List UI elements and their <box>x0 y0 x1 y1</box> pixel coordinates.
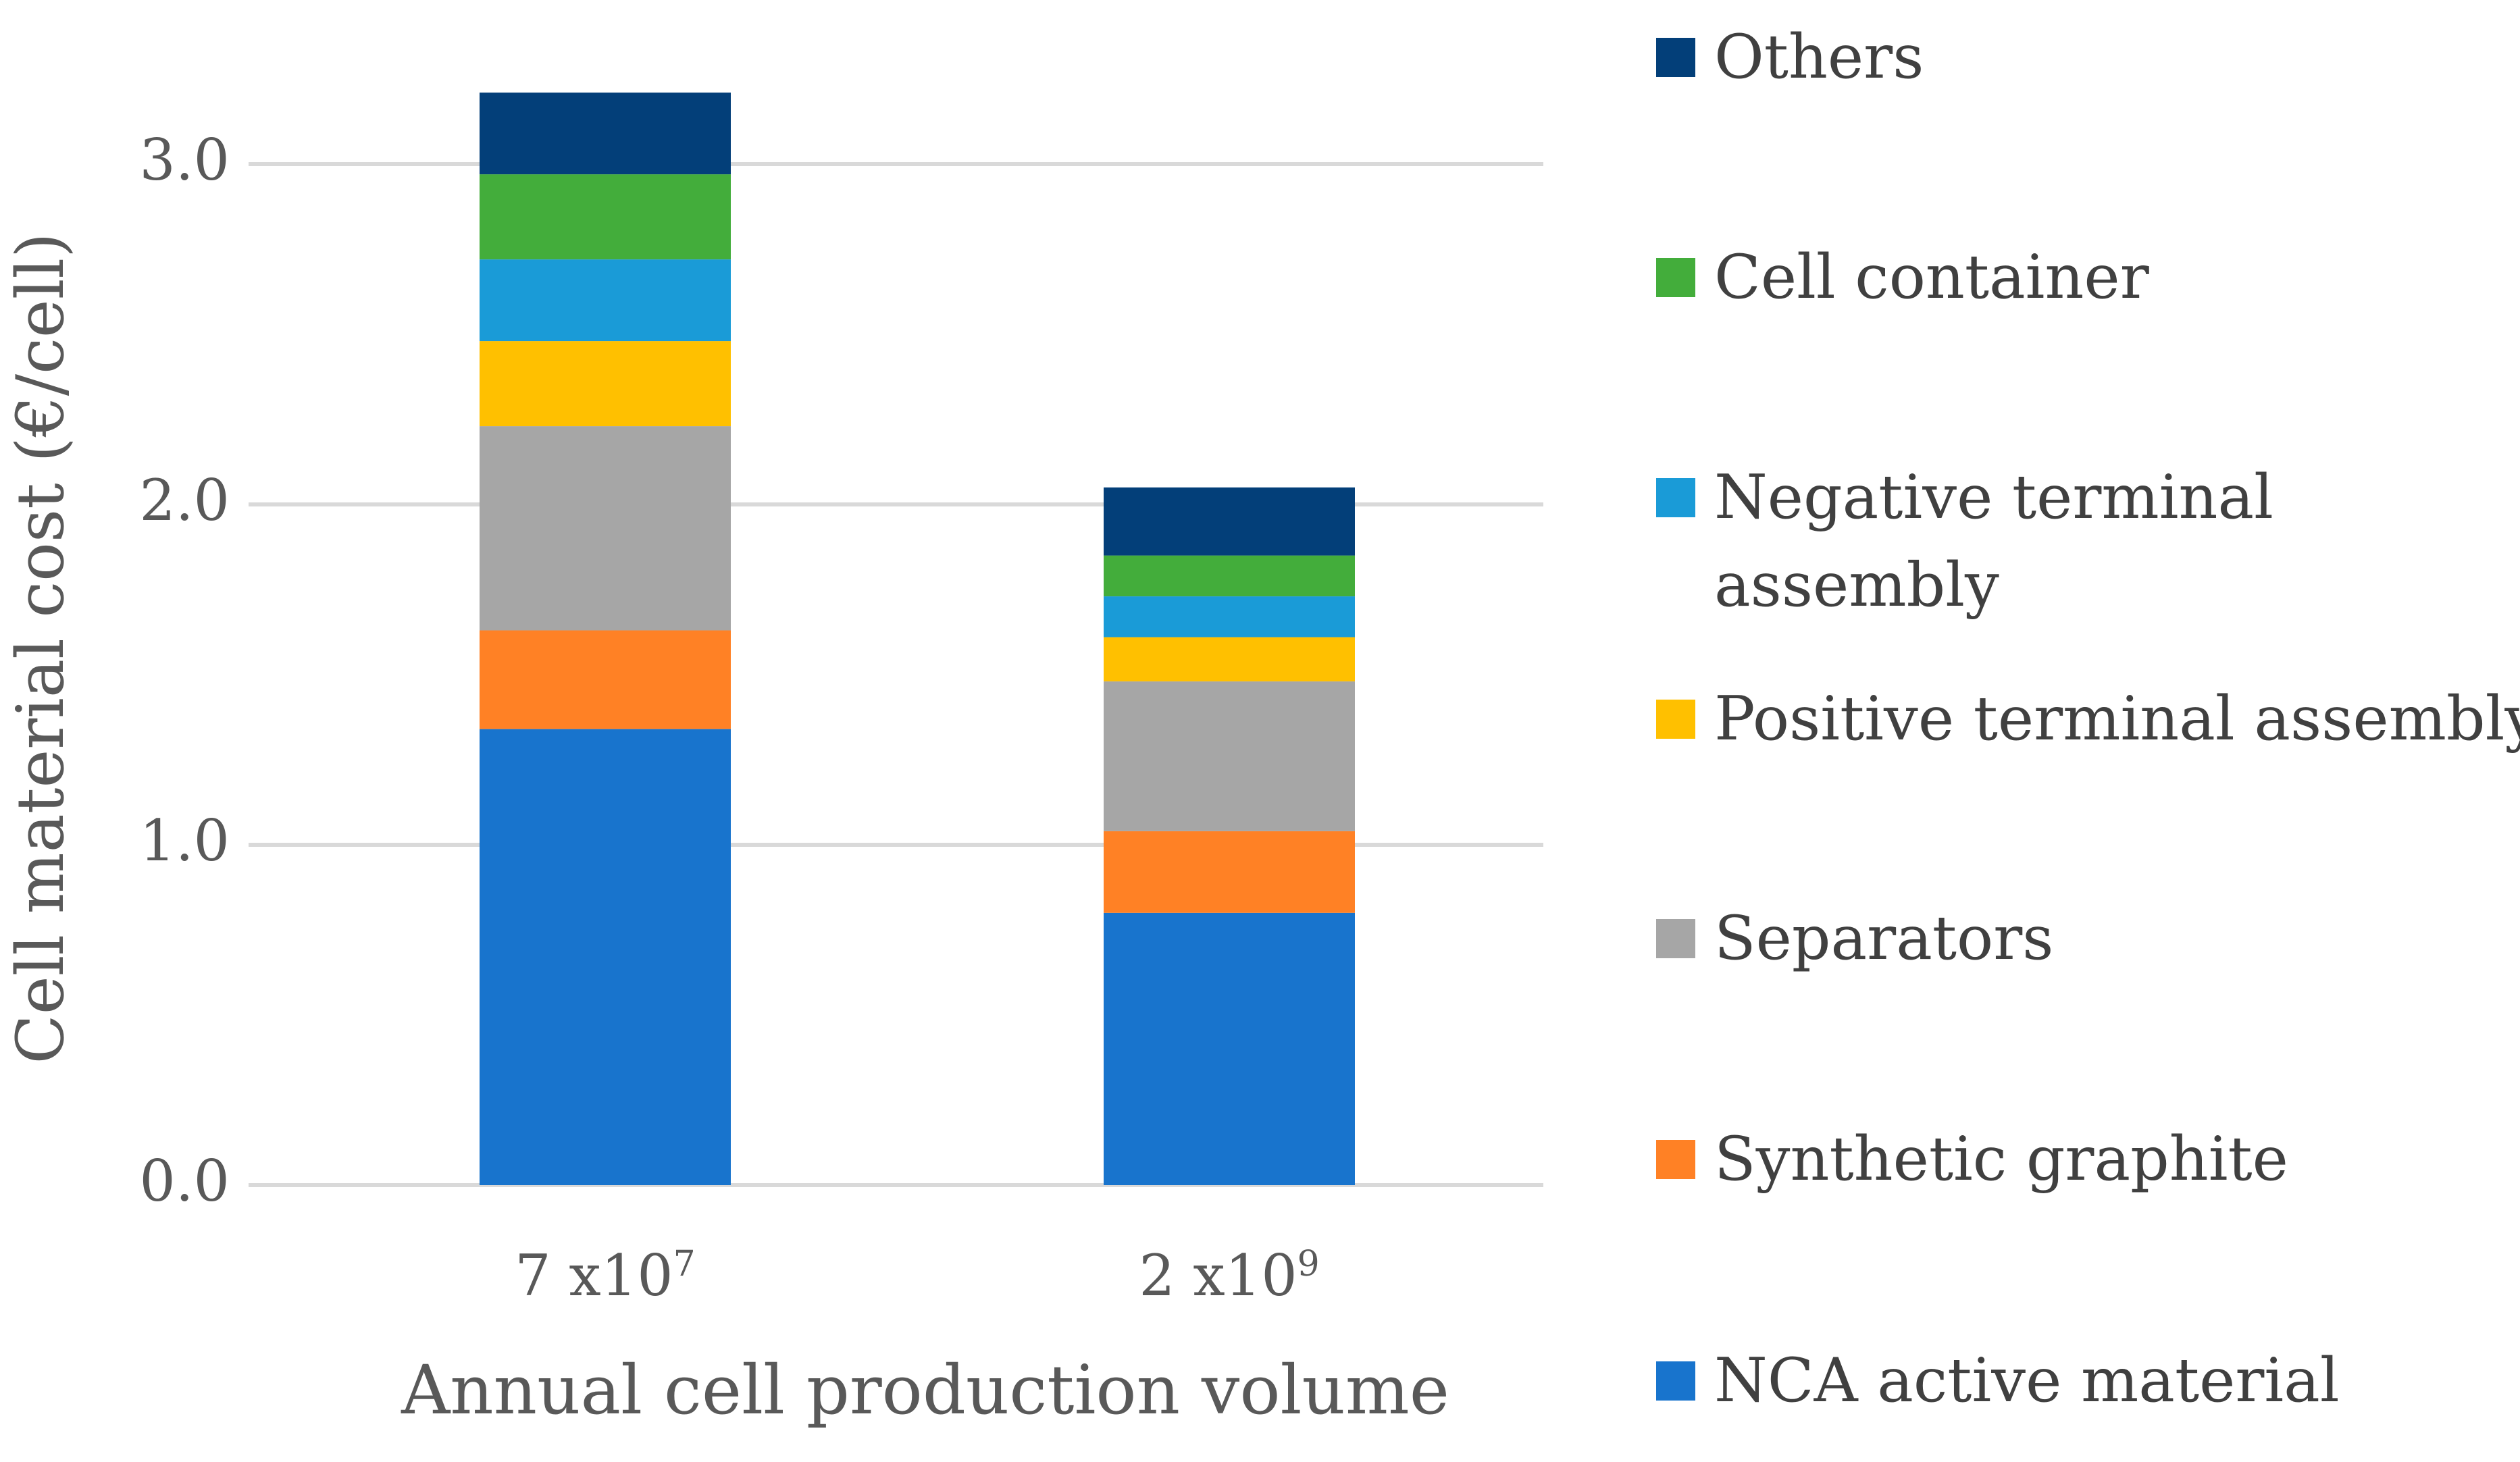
y-tick-label: 3.0 <box>139 127 230 193</box>
bar-segment <box>1104 555 1355 597</box>
bar-segment <box>480 93 731 175</box>
bar-segment <box>1104 912 1355 1185</box>
legend-swatch <box>1656 478 1695 517</box>
legend-item: Separators <box>1656 895 2053 983</box>
y-tick-label: 1.0 <box>139 808 230 874</box>
bar-segment <box>480 630 731 729</box>
y-axis-label: Cell material cost (€/cell) <box>3 232 78 1064</box>
legend-label: Positive terminal assembly <box>1714 683 2520 754</box>
legend-label: Synthetic graphite <box>1714 1124 2288 1195</box>
bar-segment <box>480 259 731 342</box>
legend-item: Cell container <box>1656 234 2149 321</box>
bar-segment <box>480 729 731 1185</box>
bar-segment <box>1104 831 1355 913</box>
bar-segment <box>1104 681 1355 831</box>
bar-segment <box>480 341 731 427</box>
bar-segment <box>1104 487 1355 556</box>
legend-swatch <box>1656 38 1695 77</box>
legend-label: Separators <box>1714 903 2054 974</box>
y-tick-label: 0.0 <box>139 1148 230 1214</box>
legend-item: Others <box>1656 14 1924 101</box>
legend-swatch <box>1656 1361 1695 1401</box>
legend-label: Cell container <box>1714 242 2149 313</box>
bar-segment <box>480 174 731 260</box>
legend-swatch <box>1656 1140 1695 1179</box>
legend-label: NCA active material <box>1714 1345 2340 1416</box>
legend-item: Synthetic graphite <box>1656 1116 2288 1203</box>
x-tick-label: 2 x109 <box>1139 1243 1320 1309</box>
legend-item: NCA active material <box>1656 1337 2340 1425</box>
bar-segment <box>1104 596 1355 637</box>
bar-segment <box>1104 637 1355 682</box>
x-axis-label: Annual cell production volume <box>401 1351 1449 1430</box>
y-tick-label: 2.0 <box>139 467 230 533</box>
legend-item: Positive terminal assembly <box>1656 675 2520 763</box>
bar-segment <box>480 426 731 631</box>
x-tick-label: 7 x107 <box>515 1243 696 1309</box>
legend-swatch <box>1656 919 1695 958</box>
legend-label: Negative terminal assembly <box>1714 462 2273 621</box>
legend-swatch <box>1656 700 1695 739</box>
legend-swatch <box>1656 258 1695 297</box>
legend-label: Others <box>1714 22 1924 93</box>
legend-item: Negative terminal assembly <box>1656 454 2273 629</box>
